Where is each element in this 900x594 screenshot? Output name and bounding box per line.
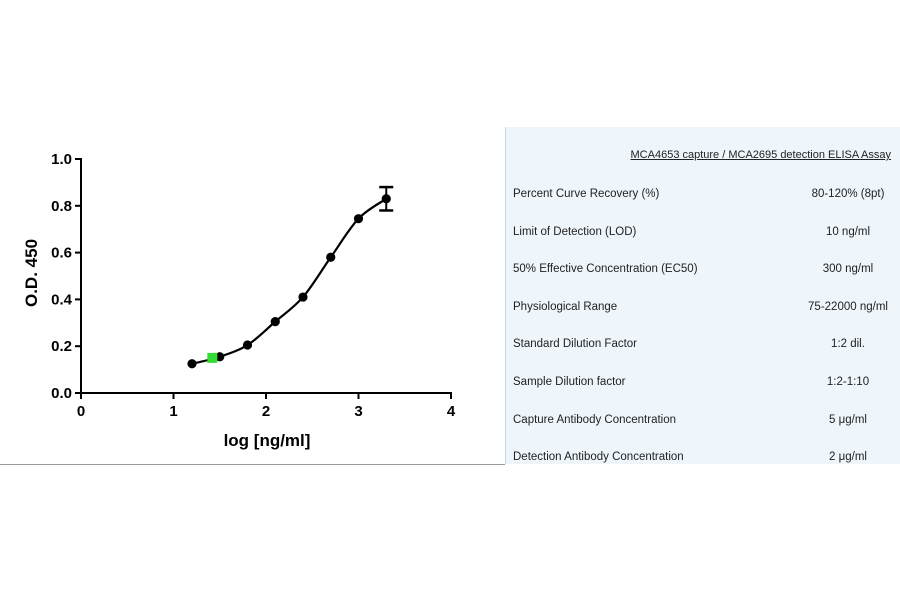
row-label: Standard Dilution Factor <box>513 338 638 351</box>
table-row: Physiological Range 75-22000 ng/ml <box>506 301 900 317</box>
row-label: Physiological Range <box>513 300 618 313</box>
x-axis: 0 1 2 3 4 <box>77 392 456 420</box>
row-value: 2 μg/ml <box>829 451 867 464</box>
row-value: 80-120% (8pt) <box>811 188 885 200</box>
row-label: Detection Antibody Concentration <box>513 451 684 464</box>
highlight-marker <box>207 352 218 363</box>
row-label: Limit of Detection (LOD) <box>513 225 637 238</box>
data-point <box>326 252 336 262</box>
y-tick-label: 0.0 <box>51 385 72 402</box>
data-point <box>242 340 253 350</box>
data-points <box>187 185 394 369</box>
table-title: MCA4653 capture / MCA2695 detection ELIS… <box>630 149 891 161</box>
table-row: Limit of Detection (LOD) 10 ng/ml <box>506 226 900 242</box>
elisa-standard-curve-chart: 0.0 0.2 0.4 0.6 0.8 1.0 0 1 2 3 4 log [ng/ml] O.D… <box>22 151 456 450</box>
x-tick-label: 0 <box>77 403 85 420</box>
y-axis-label: O.D. 450 <box>22 239 41 307</box>
y-tick-label: 0.4 <box>51 291 73 308</box>
row-label: Sample Dilution factor <box>513 376 626 388</box>
y-axis: 0.0 0.2 0.4 0.6 0.8 1.0 <box>51 151 82 402</box>
row-value: 10 ng/ml <box>825 225 871 238</box>
data-point <box>187 359 197 369</box>
row-label: Capture Antibody Concentration <box>513 413 677 426</box>
row-value: 75-22000 ng/ml <box>808 300 888 313</box>
data-point <box>215 352 225 362</box>
y-tick-label: 1.0 <box>51 151 72 168</box>
fit-curve <box>191 197 387 365</box>
data-point <box>353 214 364 224</box>
assay-parameters-table: MCA4653 capture / MCA2695 detection ELIS… <box>505 127 900 464</box>
data-point <box>381 194 391 204</box>
row-value: 5 μg/ml <box>829 413 867 426</box>
row-value: 300 ng/ml <box>822 263 874 276</box>
data-point <box>270 317 280 327</box>
row-label: Percent Curve Recovery (%) <box>513 188 660 200</box>
y-tick-label: 0.6 <box>51 245 72 262</box>
data-point <box>298 292 308 302</box>
y-tick-label: 0.8 <box>51 198 72 215</box>
table-row: Capture Antibody Concentration 5 μg/ml <box>506 414 900 430</box>
table-row: Percent Curve Recovery (%) 80-120% (8pt) <box>506 188 900 204</box>
row-value: 1:2 dil. <box>831 338 865 351</box>
x-tick-label: 2 <box>262 403 270 420</box>
table-row: 50% Effective Concentration (EC50) 300 ng… <box>506 263 900 279</box>
row-label: 50% Effective Concentration (EC50) <box>513 263 698 276</box>
x-tick-label: 1 <box>169 403 177 420</box>
table-row: Detection Antibody Concentration 2 μg/ml <box>506 451 900 467</box>
chart-baseline-rule <box>0 464 505 465</box>
x-tick-label: 3 <box>354 403 362 420</box>
table-row: Sample Dilution factor 1:2-1:10 <box>506 376 900 392</box>
y-tick-label: 0.2 <box>51 338 72 355</box>
row-value: 1:2-1:10 <box>826 376 870 388</box>
table-row: Standard Dilution Factor 1:2 dil. <box>506 338 900 354</box>
x-axis-label: log [ng/ml] <box>224 431 311 450</box>
x-tick-label: 4 <box>447 403 456 420</box>
